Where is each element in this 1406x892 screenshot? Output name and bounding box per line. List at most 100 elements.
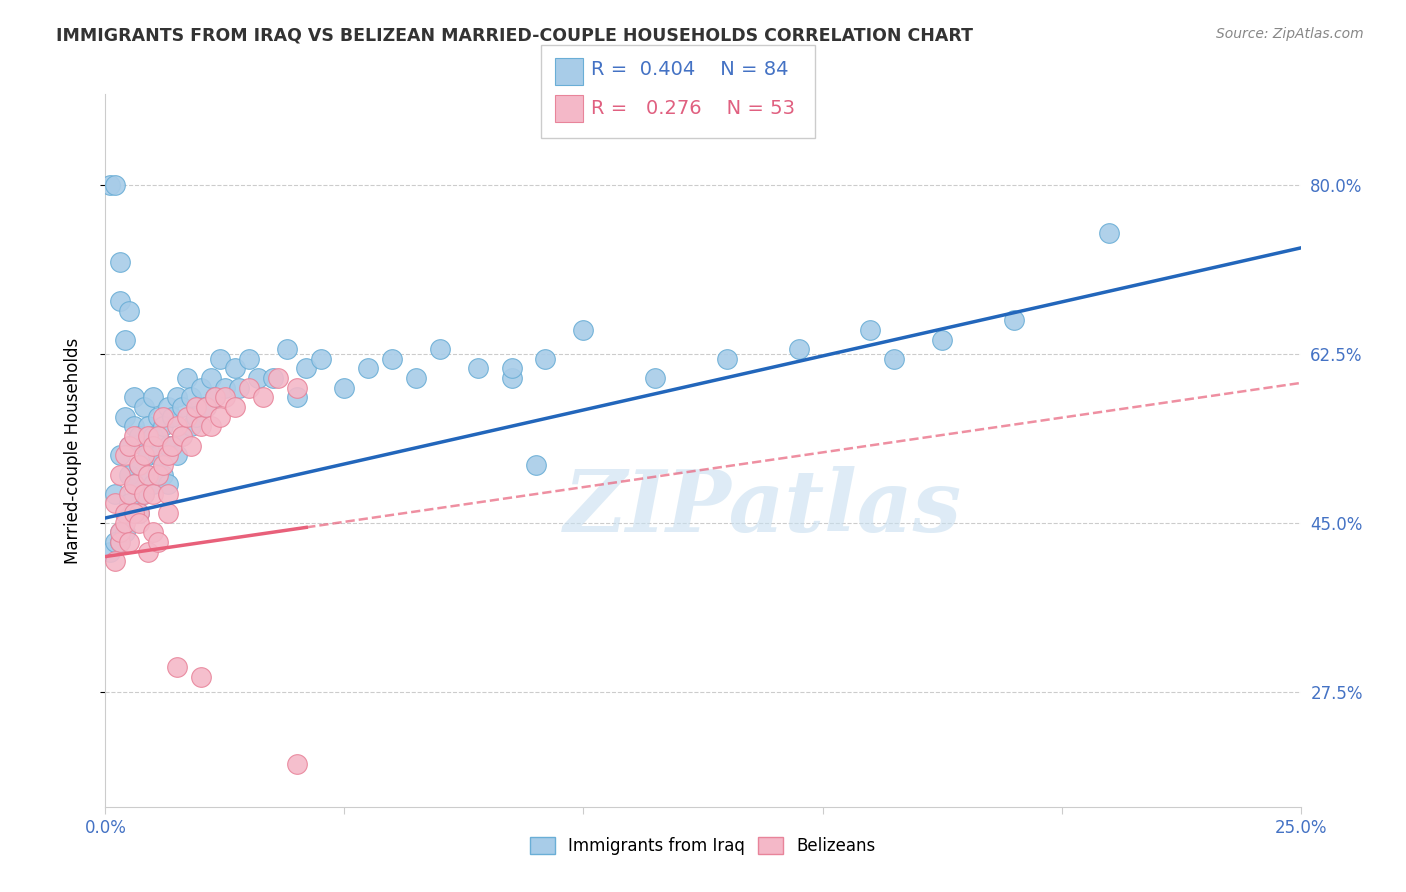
Point <box>176 371 198 385</box>
Point <box>122 506 145 520</box>
Point <box>238 351 260 366</box>
Point <box>156 439 179 453</box>
Point <box>186 400 208 414</box>
Point <box>122 477 145 491</box>
Point <box>357 361 380 376</box>
Point <box>883 351 905 366</box>
Point <box>180 439 202 453</box>
Point <box>156 477 179 491</box>
Point <box>180 419 202 434</box>
Point <box>333 381 356 395</box>
Point <box>200 371 222 385</box>
Point <box>224 400 246 414</box>
Point <box>214 381 236 395</box>
Y-axis label: Married-couple Households: Married-couple Households <box>63 337 82 564</box>
Point <box>138 429 160 443</box>
Point <box>108 525 131 540</box>
Point <box>204 391 226 405</box>
Point <box>146 409 169 424</box>
Point <box>262 371 284 385</box>
Point <box>128 506 150 520</box>
Point <box>156 487 179 501</box>
Point <box>142 525 165 540</box>
Point <box>104 178 127 193</box>
Point <box>142 477 165 491</box>
Point <box>122 391 145 405</box>
Point <box>1002 313 1025 327</box>
Point <box>176 409 198 424</box>
Point <box>186 409 208 424</box>
Point <box>295 361 318 376</box>
Point <box>132 487 155 501</box>
Point <box>162 439 184 453</box>
Point <box>501 361 523 376</box>
Point <box>266 371 288 385</box>
Point <box>146 535 169 549</box>
Point <box>501 371 523 385</box>
Point <box>170 429 193 443</box>
Point <box>204 391 226 405</box>
Point <box>534 351 557 366</box>
Point <box>166 391 188 405</box>
Point <box>166 660 188 674</box>
Point <box>156 448 179 462</box>
Point <box>190 670 212 684</box>
Point <box>309 351 332 366</box>
Point <box>194 400 217 414</box>
Point <box>138 545 160 559</box>
Point <box>252 391 274 405</box>
Point <box>276 342 298 356</box>
Point <box>98 545 121 559</box>
Point <box>170 400 193 414</box>
Point <box>787 342 810 356</box>
Point <box>122 419 145 434</box>
Point <box>114 516 136 530</box>
Point <box>98 178 121 193</box>
Point <box>429 342 451 356</box>
Point <box>142 487 165 501</box>
Point <box>156 400 179 414</box>
Point <box>146 429 169 443</box>
Point <box>128 516 150 530</box>
Point <box>114 448 136 462</box>
Point <box>118 303 141 318</box>
Point <box>104 487 127 501</box>
Text: IMMIGRANTS FROM IRAQ VS BELIZEAN MARRIED-COUPLE HOUSEHOLDS CORRELATION CHART: IMMIGRANTS FROM IRAQ VS BELIZEAN MARRIED… <box>56 27 973 45</box>
Point <box>108 535 131 549</box>
Point <box>716 351 738 366</box>
Point <box>118 487 141 501</box>
Point <box>114 409 136 424</box>
Point <box>104 496 127 510</box>
Point <box>138 448 160 462</box>
Point <box>128 458 150 472</box>
Legend: Immigrants from Iraq, Belizeans: Immigrants from Iraq, Belizeans <box>522 829 884 863</box>
Point <box>166 448 188 462</box>
Text: Source: ZipAtlas.com: Source: ZipAtlas.com <box>1216 27 1364 41</box>
Point <box>108 467 131 482</box>
Point <box>118 496 141 510</box>
Point <box>118 439 141 453</box>
Point <box>114 506 136 520</box>
Point <box>247 371 270 385</box>
Point <box>381 351 404 366</box>
Point <box>644 371 666 385</box>
Text: R =   0.276    N = 53: R = 0.276 N = 53 <box>591 99 794 119</box>
Point <box>170 429 193 443</box>
Point <box>138 467 160 482</box>
Point <box>156 506 179 520</box>
Point <box>194 400 217 414</box>
Point <box>285 756 308 771</box>
Point <box>108 525 131 540</box>
Point <box>132 487 155 501</box>
Point <box>214 391 236 405</box>
Point <box>142 429 165 443</box>
Point <box>190 381 212 395</box>
Point <box>285 391 308 405</box>
Point <box>118 439 141 453</box>
Point <box>132 400 155 414</box>
Point <box>228 381 250 395</box>
Point <box>1098 227 1121 241</box>
Point <box>190 419 212 434</box>
Point <box>122 477 145 491</box>
Point <box>114 506 136 520</box>
